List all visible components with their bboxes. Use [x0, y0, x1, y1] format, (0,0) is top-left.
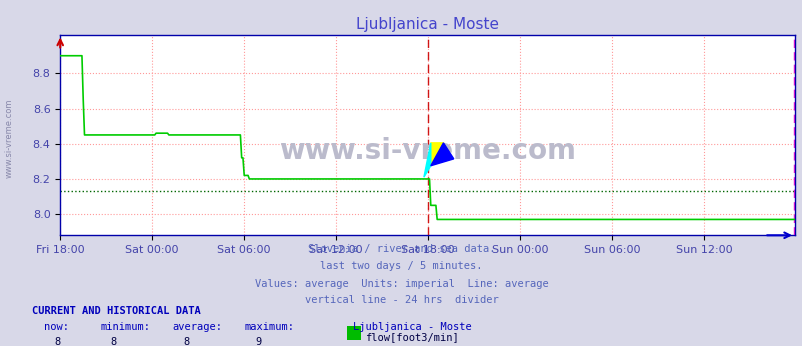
Text: 9: 9 [255, 337, 261, 346]
Text: Slovenia / river and sea data.: Slovenia / river and sea data. [307, 244, 495, 254]
Text: 8: 8 [183, 337, 189, 346]
Text: now:: now: [44, 322, 69, 333]
Polygon shape [423, 143, 430, 177]
Text: www.si-vreme.com: www.si-vreme.com [5, 99, 14, 178]
Polygon shape [430, 143, 443, 166]
Text: minimum:: minimum: [100, 322, 150, 333]
Text: last two days / 5 minutes.: last two days / 5 minutes. [320, 261, 482, 271]
Text: CURRENT AND HISTORICAL DATA: CURRENT AND HISTORICAL DATA [32, 306, 200, 316]
Text: 8: 8 [55, 337, 61, 346]
Text: maximum:: maximum: [245, 322, 294, 333]
Text: average:: average: [172, 322, 222, 333]
Text: 8: 8 [111, 337, 117, 346]
Title: Ljubljanica - Moste: Ljubljanica - Moste [355, 17, 499, 32]
Polygon shape [430, 143, 453, 166]
Text: Values: average  Units: imperial  Line: average: Values: average Units: imperial Line: av… [254, 279, 548, 289]
Text: www.si-vreme.com: www.si-vreme.com [279, 137, 575, 165]
Text: flow[foot3/min]: flow[foot3/min] [365, 332, 459, 342]
Text: Ljubljanica - Moste: Ljubljanica - Moste [353, 322, 472, 333]
Text: vertical line - 24 hrs  divider: vertical line - 24 hrs divider [304, 295, 498, 305]
